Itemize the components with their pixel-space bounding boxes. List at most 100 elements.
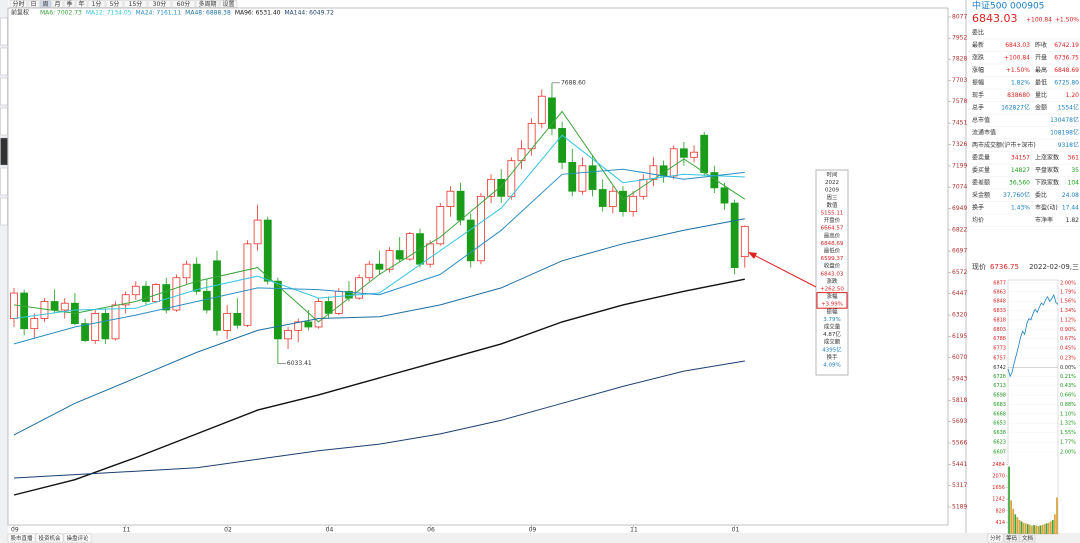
- y-tick-label: 8077: [952, 13, 967, 20]
- legend-entry: MA144: 6049.72: [284, 10, 334, 17]
- toolbar-button[interactable]: [123, 0, 148, 8]
- y-tick-label: 6572: [952, 269, 967, 276]
- toolbar-label[interactable]: 设置: [222, 0, 234, 8]
- right-tab[interactable]: [1019, 533, 1036, 543]
- ma-line: [13, 134, 745, 319]
- mini-pct-label: 0.23%: [1060, 356, 1076, 362]
- right-tab-label[interactable]: 分时: [990, 534, 1002, 542]
- left-tab[interactable]: [0, 167, 8, 196]
- candle-body: [121, 294, 130, 306]
- candle-body: [436, 206, 445, 245]
- right-tab[interactable]: [987, 533, 1004, 543]
- mini-pct-label: 0.45%: [1060, 346, 1076, 352]
- candle-body: [568, 161, 577, 192]
- toolbar-label[interactable]: 多周期: [198, 0, 216, 8]
- toolbar-label[interactable]: 5分: [110, 0, 120, 8]
- candle-body: [537, 95, 546, 124]
- y-tick-label: 7199: [952, 162, 967, 169]
- y-tick-label: 7578: [952, 98, 967, 105]
- tooltip-text: 6599.37: [821, 256, 844, 262]
- candle-body: [426, 243, 435, 265]
- row-value: +100.84: [1004, 55, 1030, 62]
- toolbar-label[interactable]: 1分: [92, 0, 102, 8]
- volume-tick-label: 828: [995, 508, 1005, 514]
- right-tab-label[interactable]: 文档: [1022, 534, 1034, 542]
- y-tick-label: 5441: [952, 461, 967, 468]
- toolbar-label[interactable]: 日: [30, 1, 36, 8]
- mini-y-label: 6698: [993, 393, 1006, 399]
- candle-body: [588, 165, 597, 190]
- toolbar-button[interactable]: [87, 0, 106, 8]
- toolbar-button[interactable]: [147, 0, 172, 8]
- left-tab[interactable]: [0, 197, 8, 226]
- candle-body: [142, 285, 150, 302]
- y-tick-label: 7952: [952, 35, 967, 42]
- toolbar-label[interactable]: 15分: [129, 0, 143, 8]
- candle-body: [700, 134, 709, 173]
- mini-pct-label: 1.12%: [1060, 317, 1076, 323]
- toolbar-button[interactable]: [105, 0, 124, 8]
- row-value: 1.82: [1066, 217, 1080, 224]
- candle-body: [284, 329, 292, 340]
- bottom-tab[interactable]: [63, 533, 92, 543]
- bottom-tab[interactable]: [35, 533, 64, 543]
- volume-bar: [1043, 524, 1046, 534]
- volume-bar: [1016, 517, 1019, 534]
- tooltip-text: +3.99%: [821, 302, 843, 308]
- toolbar-button[interactable]: [219, 0, 238, 8]
- toolbar-button[interactable]: [75, 0, 88, 8]
- toolbar-label[interactable]: 分时: [12, 0, 24, 8]
- mini-y-label: 6833: [993, 308, 1006, 314]
- left-tab[interactable]: [0, 77, 8, 106]
- left-tab[interactable]: [0, 107, 8, 136]
- toolbar-button[interactable]: [39, 0, 52, 8]
- y-tick-label: 7326: [952, 141, 967, 148]
- y-tick-label: 5943: [952, 376, 967, 383]
- row-value: 35: [1071, 167, 1079, 174]
- row-label: 下跌家数: [1035, 179, 1059, 187]
- left-tab[interactable]: [0, 17, 8, 46]
- tooltip-text: 4.87亿: [823, 330, 841, 338]
- volume-bar: [1041, 525, 1044, 534]
- toolbar-button[interactable]: [51, 0, 64, 8]
- row-label: 市净率: [1035, 216, 1053, 224]
- candle-body: [20, 292, 29, 330]
- bottom-tab-label[interactable]: 股市直播: [10, 534, 33, 542]
- toolbar-label[interactable]: 周: [42, 1, 48, 8]
- row-label: 委买量: [972, 166, 990, 174]
- tooltip-text: 成交量: [824, 323, 841, 331]
- mini-price: 6736.75: [990, 263, 1019, 271]
- bottom-tab-label[interactable]: 操盘评论: [66, 534, 89, 542]
- y-tick-label: 5566: [952, 440, 967, 447]
- volume-bar: [1018, 519, 1021, 534]
- bottom-tab-label[interactable]: 投资机会: [38, 534, 61, 542]
- toolbar-button[interactable]: [9, 0, 28, 8]
- toolbar-label[interactable]: 年: [78, 0, 84, 8]
- toolbar-label[interactable]: 季: [66, 0, 72, 8]
- mini-y-label: 6877: [993, 281, 1006, 287]
- bottom-tab[interactable]: [7, 533, 36, 543]
- ma-line: [13, 168, 745, 345]
- row-label: 均价: [972, 216, 984, 224]
- toolbar-label[interactable]: 30分: [153, 0, 167, 8]
- left-tab[interactable]: [0, 47, 8, 76]
- toolbar-button[interactable]: [27, 0, 40, 8]
- row-value: 162827亿: [1001, 104, 1030, 112]
- row-value: 36,560: [1009, 180, 1030, 187]
- candle-body: [730, 202, 739, 268]
- tooltip-text: 最低价: [824, 247, 841, 255]
- toolbar-button[interactable]: [171, 0, 196, 8]
- toolbar-label[interactable]: 60分: [177, 0, 191, 8]
- toolbar-button[interactable]: [195, 0, 220, 8]
- volume-bar: [1049, 521, 1052, 534]
- row-value: 6736.75: [1054, 55, 1079, 62]
- right-tab[interactable]: [1003, 533, 1020, 543]
- tooltip-text: 最高价: [824, 231, 841, 239]
- toolbar-label[interactable]: 月: [54, 1, 60, 8]
- left-tab[interactable]: [0, 137, 8, 166]
- toolbar-button[interactable]: [63, 0, 76, 8]
- right-tab-label[interactable]: 筹码: [1006, 534, 1018, 542]
- mini-y-label: 6848: [993, 299, 1006, 305]
- candle-body: [50, 301, 59, 311]
- candle-body: [10, 292, 18, 319]
